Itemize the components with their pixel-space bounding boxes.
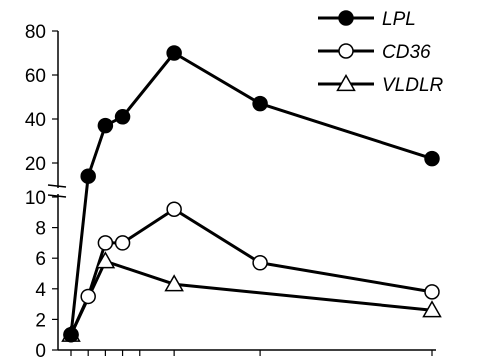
series-line-vldlr [69,259,433,336]
legend-item-vldlr: VLDLR [318,73,444,96]
y-tick-label: 20 [25,154,46,175]
point-lpl [114,109,131,125]
point-cd36 [252,255,268,271]
series-markers [61,45,442,343]
axes: 0 2 4 6 8 10 20 40 60 80 [25,22,436,361]
y-tick-label: 4 [35,280,46,301]
point-cd36 [80,288,96,305]
y-tick-label: 0 [35,341,46,361]
point-vldlr [422,300,442,318]
point-lpl [63,326,79,343]
legend-item-lpl: LPL [318,9,416,30]
y-tick-label: 6 [35,249,46,270]
point-cd36 [424,284,440,300]
legend-label-cd36: CD36 [382,42,431,63]
point-lpl [252,95,268,112]
point-vldlr [95,251,116,269]
point-cd36 [114,235,131,251]
legend: LPL CD36 VLDLR [318,9,444,96]
legend-label-lpl: LPL [382,9,416,30]
legend-label-vldlr: VLDLR [382,75,444,96]
y-tick-label: 40 [25,110,46,131]
legend-item-cd36: CD36 [318,42,431,63]
point-vldlr [164,274,184,292]
y-tick-label: 80 [25,22,46,43]
y-tick-label: 8 [35,219,46,240]
legend-marker-vldlr [336,73,356,92]
y-tick-label: 10 [25,188,46,209]
legend-marker-lpl [338,10,354,26]
point-cd36 [166,201,182,217]
axis-break-mark [47,184,67,188]
point-lpl [97,117,114,134]
y-tick-label: 60 [25,66,46,87]
point-lpl [424,150,440,167]
series-line-cd36 [69,207,433,336]
y-tick-label: 2 [35,310,46,331]
point-lpl [166,45,182,61]
point-cd36 [97,235,114,251]
point-lpl [80,168,96,184]
series-lines [69,51,433,336]
legend-marker-cd36 [338,43,354,59]
axis-break-mark [47,194,67,198]
